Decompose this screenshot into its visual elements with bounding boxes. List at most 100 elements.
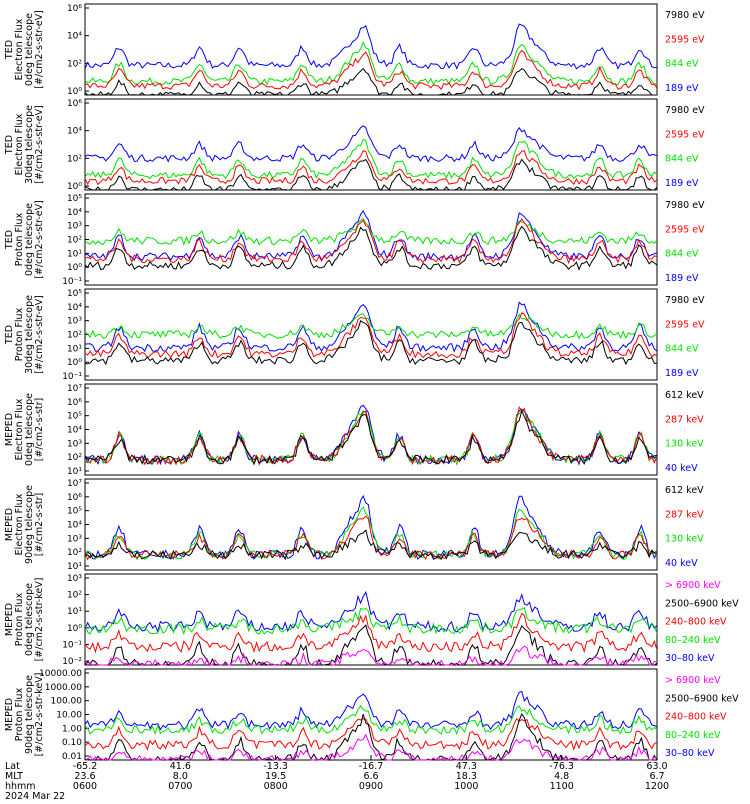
series-line (84, 301, 658, 353)
y-axis-title: TED Electron Flux 30deg telescope [#/cm2-s-… (4, 105, 45, 184)
x-tick-lat: -16.7 (359, 761, 384, 772)
y-axis-title: TED Proton Flux 30deg telescope [#/cm2-s-st… (4, 295, 45, 374)
y-axis-title-line: [#/cm2-s-str] (34, 398, 45, 461)
legend-entry: 2595 eV (665, 34, 705, 45)
x-tick-lat: -65.2 (73, 761, 98, 772)
y-tick-label: 0.10 (62, 738, 82, 748)
series-line (84, 138, 658, 180)
y-tick-label: 10⁴ (67, 127, 82, 137)
y-axis-title-line: 0deg telescope (24, 583, 35, 656)
y-axis-title-line: [#/cm2-s-str-keV] (34, 578, 45, 662)
legend-entry: 7980 eV (665, 295, 705, 306)
series-line (84, 320, 658, 366)
y-tick-label: 10⁵ (67, 412, 82, 422)
series-line (84, 590, 658, 634)
y-tick-label: 10⁶ (67, 99, 82, 109)
y-tick-label: 10⁷ (67, 384, 82, 394)
y-tick-label: 10³ (67, 439, 82, 449)
series-line (84, 645, 658, 667)
y-axis-title-line: Electron Flux (14, 493, 25, 555)
legend-entry: 287 keV (665, 414, 704, 425)
series-line (84, 606, 658, 636)
y-tick-label: 10¹ (67, 607, 82, 617)
y-axis-title-line: TED (4, 325, 15, 345)
plot-panels: 10⁶ 10⁴ 10² 10⁰ TED Electron Flux 0deg telesco… (4, 3, 739, 762)
x-tick-lat: -13.3 (263, 761, 288, 772)
y-axis-title-line: 90deg telescope (24, 485, 35, 564)
y-tick-label: 10¹ (67, 562, 82, 572)
y-axis-title-line: 0deg telescope (24, 203, 35, 276)
series-line (84, 717, 658, 751)
y-tick-label: 10² (67, 548, 82, 558)
series-line (84, 690, 658, 731)
y-axis-title-line: TED (4, 135, 15, 155)
y-tick-label: 10⁰ (67, 358, 82, 368)
y-tick-label: 10² (67, 591, 82, 601)
legend-entry: 189 eV (665, 178, 699, 189)
legend-entry: 844 eV (665, 344, 699, 355)
panel-5: 10⁷ 10⁶ 10⁵ 10⁴ 10³ 10² 10¹ MEPED Electron Flux 0… (4, 383, 704, 477)
y-axis-title-line: MEPED (4, 508, 15, 541)
series-line (84, 506, 658, 561)
series-line (84, 125, 658, 163)
legend-entry: 844 eV (665, 154, 699, 165)
y-tick-label: 10⁻¹ (62, 372, 82, 382)
x-tick-hhmm: 0900 (359, 781, 383, 792)
y-axis-title-line: TED (4, 230, 15, 250)
y-tick-label: 10² (67, 59, 82, 69)
panel-4: 10⁵ 10⁴ 10³ 10² 10¹ 10⁰ 10⁻¹ TED Proton Flux 30de… (4, 288, 705, 382)
x-tick-hhmm: 1200 (645, 781, 669, 792)
x-tick-mlt: 4.8 (554, 771, 569, 782)
legend-entry: > 6900 keV (665, 675, 721, 686)
legend-entry: 2595 eV (665, 129, 705, 140)
panel-frame (84, 573, 658, 666)
y-axis-title-line: Proton Flux (14, 307, 25, 361)
panel-2: 10⁶ 10⁴ 10² 10⁰ TED Electron Flux 30deg telesc… (4, 98, 705, 192)
y-axis-title-line: [#/cm2-s-str-eV] (34, 295, 45, 374)
series-line (84, 410, 658, 466)
y-tick-label: 10⁻¹ (62, 640, 82, 650)
legend-entry: 189 eV (665, 83, 699, 94)
legend-entry: 844 eV (665, 59, 699, 70)
legend-entry: 2595 eV (665, 319, 705, 330)
panel-7: 10³ 10² 10¹ 10⁰ 10⁻¹ 10⁻² MEPED Proton Flux 0deg… (4, 573, 739, 667)
legend-entry: 40 keV (665, 558, 698, 569)
legend-entry: 2500–6900 keV (665, 693, 739, 704)
x-tick-mlt: 23.6 (74, 771, 95, 782)
series-line (84, 158, 658, 191)
y-axis-title-line: Proton Flux (14, 212, 25, 266)
x-tick-mlt: 6.6 (363, 771, 378, 782)
panel-6: 10⁷ 10⁶ 10⁵ 10⁴ 10³ 10² 10¹ MEPED Electron Flux 9… (4, 478, 704, 572)
y-tick-label: 10⁻¹ (62, 277, 82, 287)
y-tick-label: 10⁰ (67, 624, 82, 634)
panel-8: 10000.00 1000.00 100.00 10.00 1.00 0.10 0.01 ME… (4, 668, 739, 762)
y-tick-label: 10³ (67, 317, 82, 327)
y-tick-label: 10⁴ (67, 303, 82, 313)
panel-frame (84, 3, 658, 96)
y-tick-label: 10⁶ (67, 4, 82, 14)
legend-entry: 189 eV (665, 273, 699, 284)
x-tick-hhmm: 0800 (264, 781, 288, 792)
legend-entry: 287 keV (665, 509, 704, 520)
y-tick-label: 10⁴ (67, 208, 82, 218)
y-axis-title-line: 30deg telescope (24, 295, 35, 374)
y-tick-label: 10000.00 (39, 669, 82, 679)
series-line (84, 217, 658, 246)
y-tick-label: 10² (67, 236, 82, 246)
y-axis-title-line: MEPED (4, 413, 15, 446)
y-axis-title-line: Proton Flux (14, 592, 25, 646)
y-axis-title-line: 0deg telescope (24, 13, 35, 86)
y-axis-title-line: MEPED (4, 698, 15, 731)
legend-entry: 2595 eV (665, 224, 705, 235)
hhmm-row-label: hhmm (5, 781, 36, 792)
y-tick-label: 10⁴ (67, 32, 82, 42)
legend-entry: 130 keV (665, 534, 704, 545)
x-tick-hhmm: 0600 (73, 781, 97, 792)
series-line (84, 217, 658, 265)
series-line (84, 529, 658, 561)
panel-frame (84, 668, 658, 761)
legend-entry: > 6900 keV (665, 580, 721, 591)
y-axis-title: TED Proton Flux 0deg telescope [#/cm2-s-str… (4, 200, 45, 279)
y-tick-label: 1000.00 (45, 683, 82, 693)
